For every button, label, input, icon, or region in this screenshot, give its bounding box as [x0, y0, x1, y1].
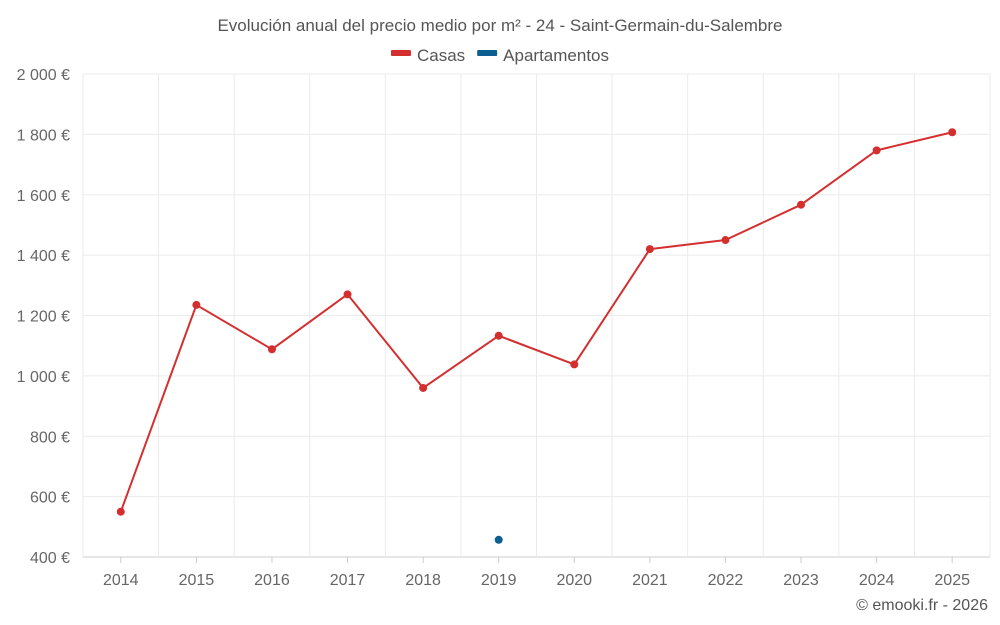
- x-tick-label: 2017: [330, 572, 366, 589]
- x-tick-label: 2023: [783, 572, 819, 589]
- y-tick-label: 1 600 €: [17, 188, 70, 205]
- data-point[interactable]: [570, 360, 579, 369]
- legend[interactable]: Casas Apartamentos: [390, 46, 609, 65]
- chart-title: Evolución anual del precio medio por m² …: [217, 16, 782, 35]
- legend-swatch: [477, 50, 498, 56]
- data-point[interactable]: [419, 383, 428, 392]
- grid: [82, 73, 991, 558]
- data-point[interactable]: [721, 236, 730, 245]
- series-layer: [116, 128, 957, 544]
- data-point[interactable]: [797, 200, 806, 209]
- data-point[interactable]: [494, 331, 503, 340]
- series-line: [119, 131, 953, 513]
- x-axis: 2014 2015 2016 2017 2018 2019 2020 2021 2022 2023…: [103, 557, 970, 589]
- y-tick-label: 2 000 €: [17, 67, 70, 84]
- y-tick-label: 400 €: [30, 550, 70, 567]
- y-tick-label: 1 800 €: [17, 127, 70, 144]
- data-point[interactable]: [267, 345, 276, 354]
- series-casas: [116, 128, 957, 516]
- x-tick-label: 2018: [405, 572, 441, 589]
- y-tick-label: 1 400 €: [17, 248, 70, 265]
- x-tick-label: 2025: [934, 572, 970, 589]
- y-tick-label: 600 €: [30, 490, 70, 507]
- x-tick-label: 2015: [179, 572, 215, 589]
- x-tick-label: 2014: [103, 572, 139, 589]
- y-tick-label: 1 000 €: [17, 369, 70, 386]
- x-tick-label: 2019: [481, 572, 517, 589]
- data-point[interactable]: [116, 507, 125, 516]
- credit-text: © emooki.fr - 2026: [856, 597, 988, 614]
- series-apartamentos: [494, 535, 503, 544]
- data-point[interactable]: [494, 535, 503, 544]
- x-tick-label: 2016: [254, 572, 290, 589]
- y-tick-label: 800 €: [30, 429, 70, 446]
- x-tick-label: 2022: [708, 572, 744, 589]
- legend-label: Apartamentos: [503, 46, 609, 65]
- data-point[interactable]: [872, 146, 881, 155]
- legend-item-casas[interactable]: Casas: [390, 46, 465, 65]
- x-tick-label: 2024: [859, 572, 895, 589]
- legend-swatch: [390, 50, 411, 56]
- data-point[interactable]: [645, 245, 654, 254]
- legend-item-apartamentos[interactable]: Apartamentos: [477, 46, 609, 65]
- legend-label: Casas: [417, 46, 465, 65]
- x-tick-label: 2020: [556, 572, 592, 589]
- data-point[interactable]: [343, 290, 352, 299]
- data-point[interactable]: [948, 128, 957, 137]
- x-tick-label: 2021: [632, 572, 668, 589]
- data-point[interactable]: [192, 300, 201, 309]
- y-tick-label: 1 200 €: [17, 309, 70, 326]
- y-axis: 400 € 600 € 800 € 1 000 € 1 200 € 1 400 € 1 60…: [17, 67, 70, 567]
